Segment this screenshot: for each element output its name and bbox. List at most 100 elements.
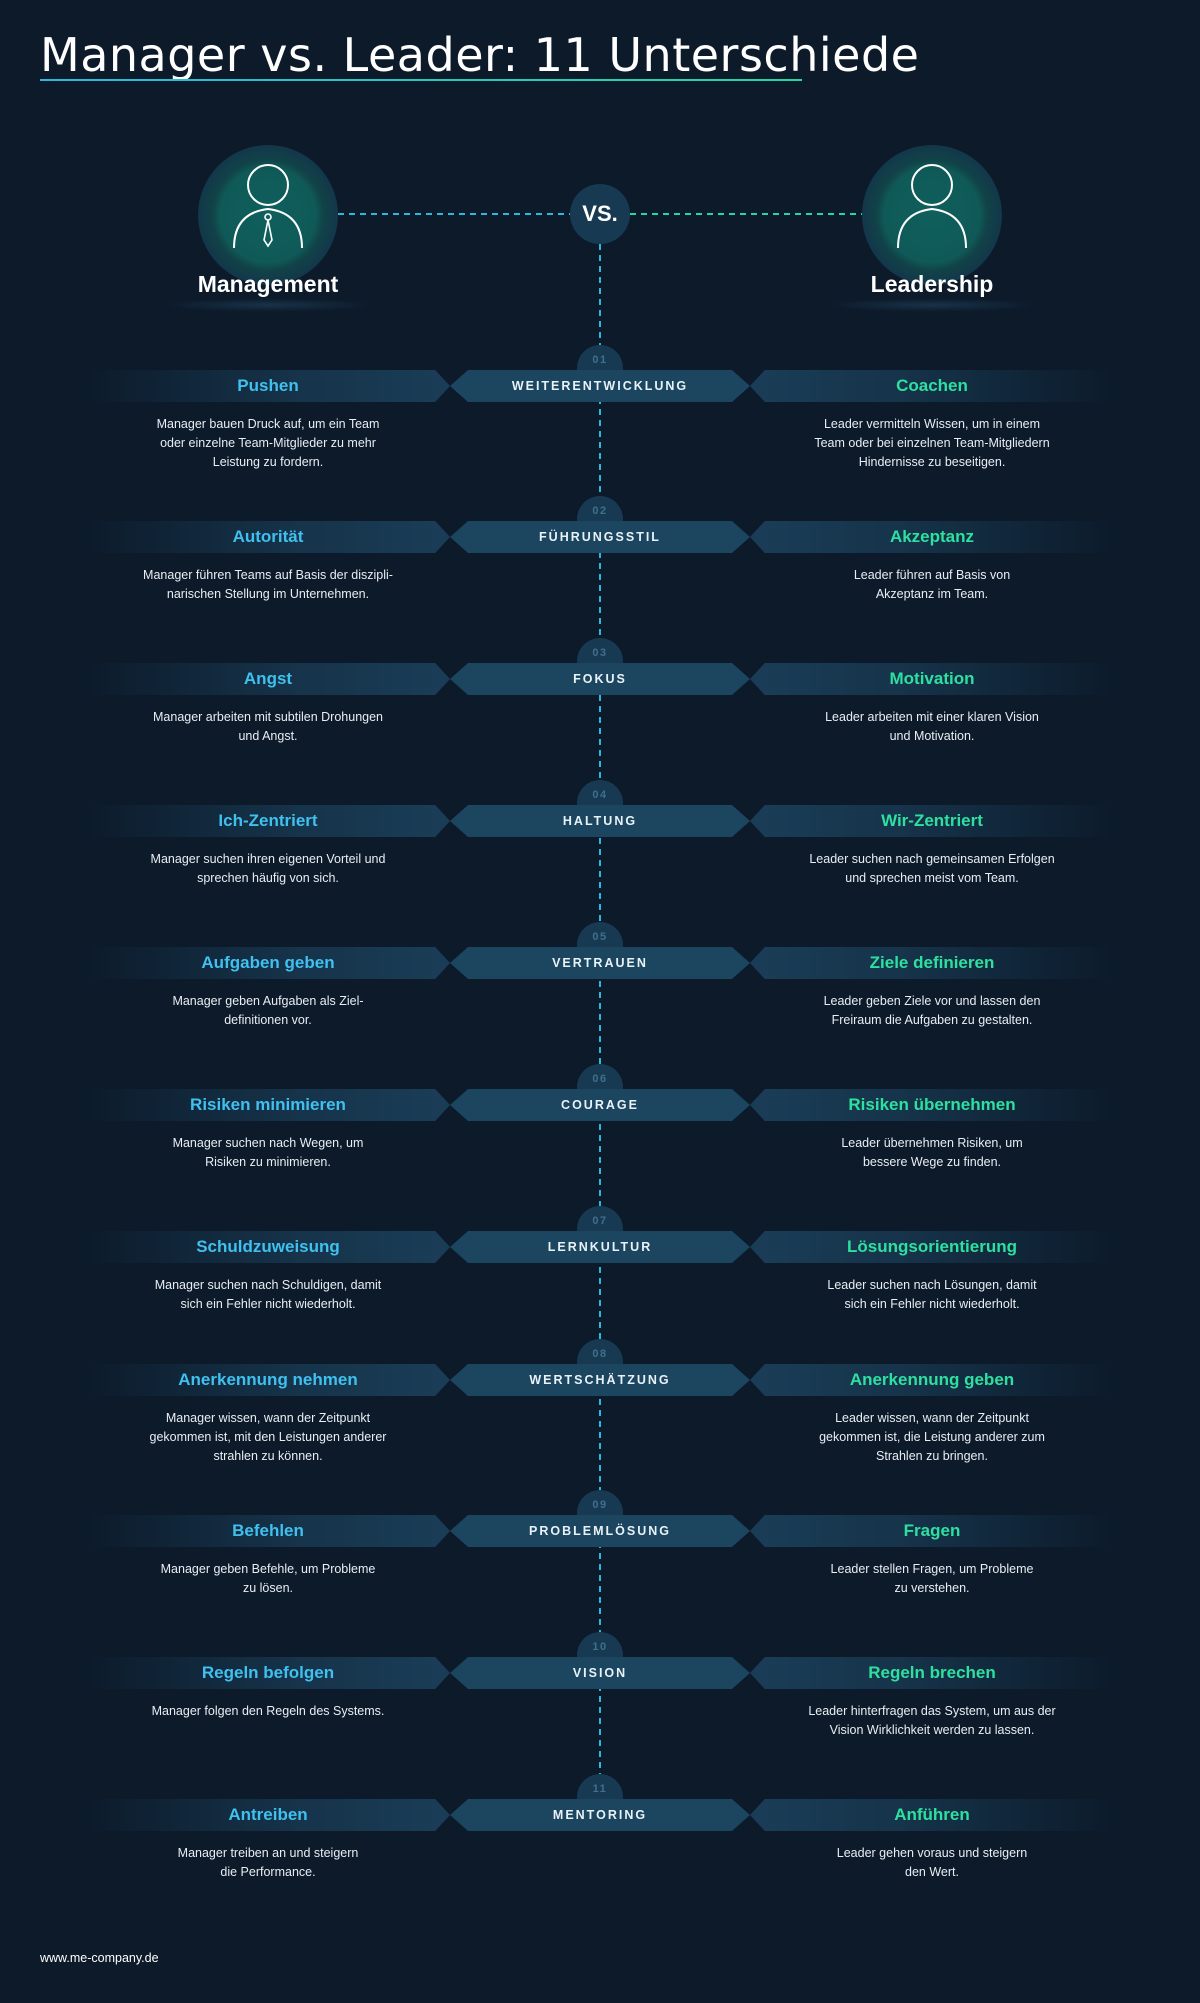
manager-icon (233, 164, 303, 249)
leader-label: Leadership (870, 271, 994, 297)
description-line: Manager suchen ihren eigenen Vorteil und (150, 852, 386, 866)
leader-trait-description: Leader suchen nach Lösungen, damit sich e… (782, 1276, 1082, 1314)
manager-trait-title: Risiken minimieren (190, 1095, 346, 1114)
description-line: Leader gehen voraus und steigern (836, 1846, 1028, 1860)
leader-trait-description: Leader wissen, wann der Zeitpunkt gekomme… (782, 1409, 1082, 1466)
leader-trait-title: Regeln brechen (868, 1663, 996, 1682)
manager-trait-description: Manager geben Befehle, um Probleme zu lös… (118, 1560, 418, 1598)
leader-trait-description: Leader geben Ziele vor und lassen den Fre… (782, 992, 1082, 1030)
description-line: Leader arbeiten mit einer klaren Vision (825, 710, 1039, 724)
description-line: Vision Wirklichkeit werden zu lassen. (829, 1723, 1035, 1737)
leader-trait-description: Leader vermitteln Wissen, um in einem Tea… (782, 415, 1082, 472)
row-category: VISION (450, 1657, 750, 1689)
leader-trait-description: Leader suchen nach gemeinsamen Erfolgen u… (782, 850, 1082, 888)
leader-trait-title: Motivation (889, 669, 975, 688)
description-line: definitionen vor. (224, 1013, 312, 1027)
row-category: WERTSCHÄTZUNG (450, 1364, 750, 1396)
row-band-left (80, 1657, 450, 1689)
leader-icon (897, 164, 967, 249)
description-line: Leader suchen nach Lösungen, damit (827, 1278, 1037, 1292)
row-band-right (750, 1231, 1120, 1263)
row-category: FOKUS (450, 663, 750, 695)
title-underline (40, 79, 802, 81)
description-line: Manager suchen nach Wegen, um (172, 1136, 364, 1150)
manager-trait-title: Regeln befolgen (201, 1663, 335, 1682)
description-line: Manager suchen nach Schuldigen, damit (154, 1278, 382, 1292)
row-band-right (750, 1799, 1120, 1831)
manager-trait-description: Manager wissen, wann der Zeitpunkt gekomm… (118, 1409, 418, 1466)
description-line: Leistung zu fordern. (212, 455, 324, 469)
row-category: MENTORING (450, 1799, 750, 1831)
row-band-right (750, 1089, 1120, 1121)
description-line: bessere Wege zu finden. (862, 1155, 1002, 1169)
manager-trait-title: Anerkennung nehmen (178, 1370, 358, 1389)
manager-label: Management (197, 271, 339, 297)
leader-trait-title: Ziele definieren (869, 953, 995, 972)
manager-avatar (198, 145, 338, 285)
row-band-left (80, 1515, 450, 1547)
description-line: zu lösen. (242, 1581, 294, 1595)
description-line: und sprechen meist vom Team. (845, 871, 1019, 885)
leader-trait-description: Leader übernehmen Risiken, um bessere Weg… (782, 1134, 1082, 1172)
manager-trait-description: Manager arbeiten mit subtilen Drohungen u… (118, 708, 418, 746)
row-band-left (80, 805, 450, 837)
description-line: Leader übernehmen Risiken, um (841, 1136, 1023, 1150)
description-line: Manager geben Befehle, um Probleme (160, 1562, 376, 1576)
description-line: Hindernisse zu beseitigen. (858, 455, 1006, 469)
description-line: gekommen ist, die Leistung anderer zum (819, 1430, 1045, 1444)
row-band-left (80, 663, 450, 695)
manager-trait-description: Manager suchen nach Wegen, um Risiken zu … (118, 1134, 418, 1172)
manager-trait-description: Manager geben Aufgaben als Ziel-definiti… (118, 992, 418, 1030)
description-line: oder einzelne Team-Mitglieder zu mehr (160, 436, 376, 450)
description-line: Strahlen zu bringen. (876, 1449, 988, 1463)
manager-trait-description: Manager folgen den Regeln des Systems. (118, 1702, 418, 1721)
description-line: Manager bauen Druck auf, um ein Team (156, 417, 380, 431)
description-line: gekommen ist, mit den Leistungen anderer (149, 1430, 387, 1444)
description-line: Leader geben Ziele vor und lassen den (823, 994, 1041, 1008)
manager-trait-title: Ich-Zentriert (218, 811, 318, 830)
leader-trait-title: Akzeptanz (889, 527, 975, 546)
row-band-right (750, 1364, 1120, 1396)
footer-url[interactable]: www.me-company.de (40, 1951, 159, 1965)
row-band-left (80, 1089, 450, 1121)
description-line: Leader wissen, wann der Zeitpunkt (835, 1411, 1029, 1425)
description-line: sich ein Fehler nicht wiederholt. (844, 1297, 1020, 1311)
leader-trait-description: Leader führen auf Basis von Akzeptanz im … (782, 566, 1082, 604)
row-band-left (80, 1799, 450, 1831)
leader-trait-title: Fragen (903, 1521, 961, 1540)
description-line: Manager führen Teams auf Basis der diszi… (143, 568, 393, 582)
row-band-right (750, 1657, 1120, 1689)
row-band-right (750, 370, 1120, 402)
description-line: sich ein Fehler nicht wiederholt. (180, 1297, 356, 1311)
row-band-right (750, 947, 1120, 979)
vs-badge: VS. (570, 184, 630, 244)
manager-trait-title: Schuldzuweisung (196, 1237, 340, 1256)
row-category: FÜHRUNGSSTIL (450, 521, 750, 553)
description-line: Manager folgen den Regeln des Systems. (151, 1704, 385, 1718)
row-category: WEITERENTWICKLUNG (450, 370, 750, 402)
row-band-right (750, 1515, 1120, 1547)
row-category: HALTUNG (450, 805, 750, 837)
description-line: Manager arbeiten mit subtilen Drohungen (153, 710, 383, 724)
description-line: und Motivation. (889, 729, 975, 743)
leader-label-shadow (822, 298, 1042, 312)
leader-trait-title: Wir-Zentriert (881, 811, 983, 830)
description-line: Manager geben Aufgaben als Ziel- (172, 994, 364, 1008)
description-line: den Wert. (905, 1865, 959, 1879)
leader-trait-title: Risiken übernehmen (848, 1095, 1016, 1114)
description-line: Freiraum die Aufgaben zu gestalten. (831, 1013, 1033, 1027)
manager-label-shadow (158, 298, 378, 312)
row-band-right (750, 805, 1120, 837)
description-line: sprechen häufig von sich. (197, 871, 339, 885)
description-line: Leader stellen Fragen, um Probleme (830, 1562, 1034, 1576)
row-band-right (750, 663, 1120, 695)
description-line: zu verstehen. (894, 1581, 970, 1595)
description-line: Manager treiben an und steigern (177, 1846, 359, 1860)
manager-trait-description: Manager suchen ihren eigenen Vorteil und… (118, 850, 418, 888)
row-category: LERNKULTUR (450, 1231, 750, 1263)
row-band-right (750, 521, 1120, 553)
manager-trait-description: Manager bauen Druck auf, um ein Team oder… (118, 415, 418, 472)
description-line: Leader hinterfragen das System, um aus d… (808, 1704, 1056, 1718)
row-category: PROBLEMLÖSUNG (450, 1515, 750, 1547)
manager-trait-title: Angst (243, 669, 293, 688)
